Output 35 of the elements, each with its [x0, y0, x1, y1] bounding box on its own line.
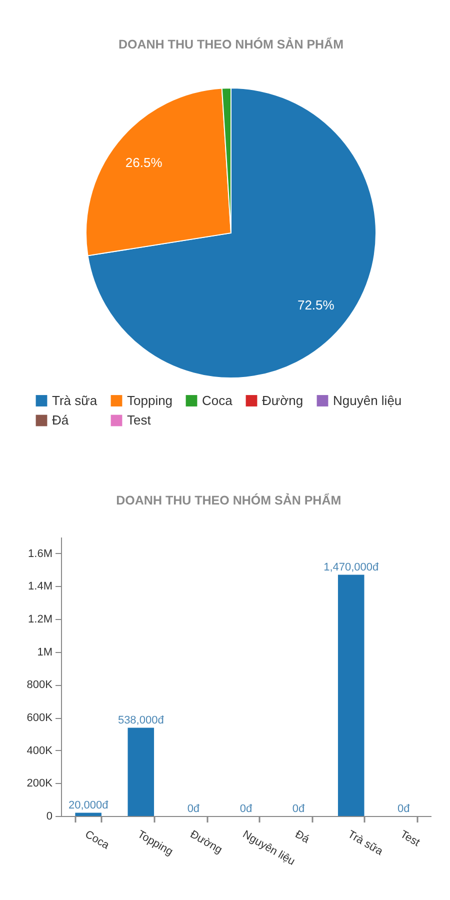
data-label: 0đ — [292, 803, 306, 815]
data-label: 26.5% — [125, 155, 163, 170]
chart-title: DOANH THU THEO NHÓM SẢN PHẨM — [116, 492, 342, 508]
bar — [75, 812, 102, 816]
x-tick-label: Đá — [293, 828, 312, 846]
legend-label: Nguyên liệu — [333, 392, 402, 408]
y-tick-label: 1.6M — [28, 548, 52, 560]
legend-label: Coca — [202, 392, 234, 408]
data-label: 20,000đ — [68, 800, 110, 812]
y-tick-label: 600K — [26, 712, 54, 724]
x-tick-label: Trà sữa — [346, 828, 386, 858]
legend-label: Test — [127, 412, 152, 428]
legend-label: Topping — [127, 392, 173, 408]
y-tick-label: 400K — [26, 744, 54, 757]
legend-label: Đá — [52, 412, 70, 428]
legend-label: Trà sữa — [52, 392, 98, 408]
data-label: 0đ — [398, 803, 411, 815]
y-tick-label: 1M — [37, 646, 52, 658]
x-tick-label: Coca — [82, 828, 112, 852]
data-label: 0đ — [240, 803, 253, 815]
chart-title: DOANH THU THEO NHÓM SẢN PHẨM — [118, 36, 344, 52]
data-label: 1,470,000đ — [324, 562, 380, 574]
bar — [338, 574, 364, 816]
y-tick-label: 1.4M — [28, 580, 52, 593]
y-tick-label: 1.2M — [28, 614, 52, 626]
bar — [128, 728, 154, 816]
y-tick-label: 800K — [26, 679, 54, 692]
y-tick-label: 0 — [46, 810, 52, 822]
legend-label: Đường — [262, 392, 304, 408]
data-label: 72.5% — [297, 298, 335, 313]
x-tick-label: Test — [398, 828, 422, 849]
data-label: 0đ — [187, 803, 200, 815]
y-tick-label: 200K — [26, 778, 54, 790]
pie-slice — [87, 88, 376, 378]
data-label: 538,000đ — [118, 714, 165, 727]
